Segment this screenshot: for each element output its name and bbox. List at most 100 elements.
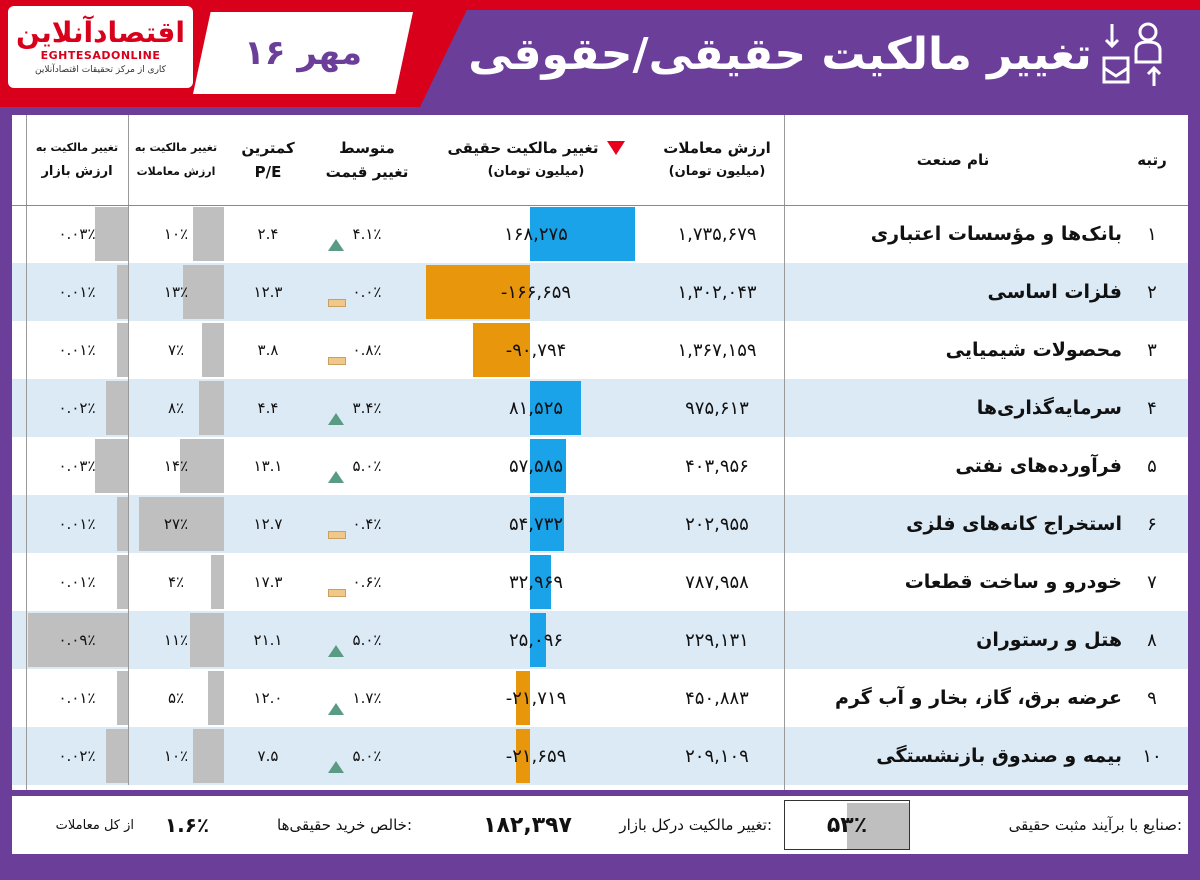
logo-wordmark: اقتصادآنلاین [16, 16, 185, 49]
table-row: ۳ محصولات شیمیایی ۱,۳۶۷,۱۵۹ -۹۰,۷۹۴ ۰.۸٪ ۳.۸ ۷… [12, 321, 1188, 379]
market-ratio-cell: ۰.۰۱٪ [58, 689, 96, 707]
ownership-change-bar [530, 497, 565, 551]
column-divider [128, 669, 129, 727]
trade-ratio-bar [139, 497, 224, 551]
trade-ratio-cell: ۱۴٪ [163, 457, 189, 475]
industry-name-cell: هتل و رستوران [976, 629, 1122, 651]
trade-ratio-cell: ۷٪ [167, 341, 185, 359]
date-badge: ۱۶ مهر [193, 12, 413, 94]
column-header-market-ratio: تغییر مالکیت به ارزش بازار [35, 141, 119, 180]
pe-cell: ۲.۴ [257, 225, 279, 243]
column-header-ownership-change[interactable]: تغییر مالکیت حقیقی (میلیون تومان) [422, 115, 650, 205]
trend-up-icon [328, 471, 344, 483]
positive-ratio-bar [847, 803, 909, 849]
trade-ratio-cell: ۵٪ [167, 689, 185, 707]
market-ratio-bar [116, 671, 128, 725]
ownership-change-bar [530, 613, 546, 667]
price-change-cell: ۳.۴٪ [352, 399, 382, 417]
industry-name-cell: سرمایه‌گذاری‌ها [976, 397, 1122, 419]
rank-cell: ۱۰ [1142, 745, 1162, 767]
ownership-change-bar [516, 671, 530, 725]
ownership-change-cell: -۲۱,۶۵۹ [505, 745, 567, 767]
market-ratio-cell: ۰.۰۳٪ [58, 457, 96, 475]
pe-cell: ۱۲.۷ [253, 515, 283, 533]
industry-name-cell: بیمه و صندوق بازنشستگی [876, 745, 1122, 767]
date-label: ۱۶ مهر [244, 33, 362, 73]
ownership-change-cell: ۵۷,۵۸۵ [508, 455, 564, 477]
summary-footer: صنایع با برآیند مثبت حقیقی: ۵۳٪ تغییر ما… [12, 796, 1188, 854]
trend-up-icon [328, 703, 344, 715]
price-change-cell: ۰.۶٪ [352, 573, 382, 591]
trade-value-cell: ۴۰۳,۹۵۶ [685, 455, 749, 477]
column-divider [128, 263, 129, 321]
industry-name-cell: استخراج کانه‌های فلزی [906, 513, 1122, 535]
trade-ratio-cell: ۱۰٪ [163, 747, 189, 765]
market-ratio-bar [94, 439, 128, 493]
table-row: ۷ خودرو و ساخت قطعات ۷۸۷,۹۵۸ ۳۲,۹۶۹ ۰.۶٪ ۱۷.۳… [12, 553, 1188, 611]
market-ratio-cell: ۰.۰۱٪ [58, 573, 96, 591]
trend-flat-icon [328, 589, 346, 597]
pe-cell: ۱۷.۳ [253, 573, 283, 591]
trade-ratio-bar [202, 323, 224, 377]
market-ratio-cell: ۰.۰۱٪ [58, 283, 96, 301]
price-change-cell: ۰.۰٪ [352, 283, 382, 301]
trade-ratio-cell: ۱۳٪ [163, 283, 189, 301]
net-purchase-label: خالص خرید حقیقی‌ها: [277, 816, 412, 834]
price-change-cell: ۰.۴٪ [352, 515, 382, 533]
ownership-change-bar [530, 207, 635, 261]
trade-ratio-bar [189, 613, 224, 667]
trade-value-cell: ۴۵۰,۸۸۳ [685, 687, 749, 709]
positive-industries-label: صنایع با برآیند مثبت حقیقی: [1008, 816, 1182, 834]
page-title: تغییر مالکیت حقیقی/حقوقی [468, 28, 1092, 80]
column-divider [128, 205, 129, 263]
price-change-cell: ۰.۸٪ [352, 341, 382, 359]
price-change-cell: ۵.۰٪ [352, 747, 382, 765]
ownership-change-cell: -۹۰,۷۹۴ [505, 339, 567, 361]
column-divider [128, 553, 129, 611]
pe-cell: ۱۲.۰ [253, 689, 283, 707]
trade-ratio-cell: ۱۱٪ [163, 631, 189, 649]
market-ratio-cell: ۰.۰۲٪ [58, 747, 96, 765]
trade-ratio-cell: ۱۰٪ [163, 225, 189, 243]
net-purchase-value: ۱.۶٪ [164, 813, 210, 837]
column-divider [128, 727, 129, 785]
market-ratio-bar [116, 497, 128, 551]
market-ratio-cell: ۰.۰۹٪ [58, 631, 96, 649]
trade-value-cell: ۲۲۹,۱۳۱ [685, 629, 749, 651]
sort-down-icon[interactable] [606, 141, 625, 156]
brand-logo: اقتصادآنلاین EGHTESADONLINE کاری از مرکز… [8, 6, 193, 88]
logo-latin-wordmark: EGHTESADONLINE [40, 49, 161, 62]
ownership-change-bar [473, 323, 530, 377]
table-row: ۱۰ بیمه و صندوق بازنشستگی ۲۰۹,۱۰۹ -۲۱,۶۵۹ ۵.… [12, 727, 1188, 785]
trend-flat-icon [328, 531, 346, 539]
rank-cell: ۳ [1147, 339, 1157, 361]
column-divider [128, 611, 129, 669]
column-header-rank: رتبه [1137, 151, 1167, 169]
market-change-value: ۱۸۲,۳۹۷ [483, 812, 572, 838]
industry-name-cell: فلزات اساسی [987, 281, 1122, 303]
market-ratio-cell: ۰.۰۲٪ [58, 399, 96, 417]
price-change-cell: ۱.۷٪ [352, 689, 382, 707]
trade-value-cell: ۷۸۷,۹۵۸ [685, 571, 749, 593]
person-transfer-icon [1102, 22, 1162, 86]
trade-value-cell: ۲۰۲,۹۵۵ [685, 513, 749, 535]
column-divider [128, 115, 129, 205]
industry-name-cell: عرضه برق، گاز، بخار و آب گرم [835, 687, 1122, 709]
trade-ratio-bar [180, 439, 224, 493]
industry-table: رتبه نام صنعت ارزش معاملات (میلیون تومان)… [12, 115, 1188, 790]
column-header-trade-ratio: تغییر مالکیت به ارزش معاملات [134, 140, 218, 178]
market-ratio-bar [105, 381, 128, 435]
table-row: ۵ فرآورده‌های نفتی ۴۰۳,۹۵۶ ۵۷,۵۸۵ ۵.۰٪ ۱۳.۱ ۱۴… [12, 437, 1188, 495]
pe-cell: ۷.۵ [257, 747, 279, 765]
positive-industries-value: ۵۳٪ [784, 800, 910, 850]
market-ratio-cell: ۰.۰۱٪ [58, 515, 96, 533]
market-ratio-bar [116, 265, 128, 319]
column-divider [26, 115, 27, 790]
ownership-change-cell: ۳۲,۹۶۹ [508, 571, 564, 593]
pe-cell: ۱۳.۱ [253, 457, 283, 475]
net-purchase-suffix: از کل معاملات [55, 817, 134, 833]
trade-ratio-bar [192, 729, 224, 783]
trade-ratio-cell: ۲۷٪ [163, 515, 189, 533]
ownership-change-bar [516, 729, 530, 783]
rank-cell: ۷ [1147, 571, 1157, 593]
